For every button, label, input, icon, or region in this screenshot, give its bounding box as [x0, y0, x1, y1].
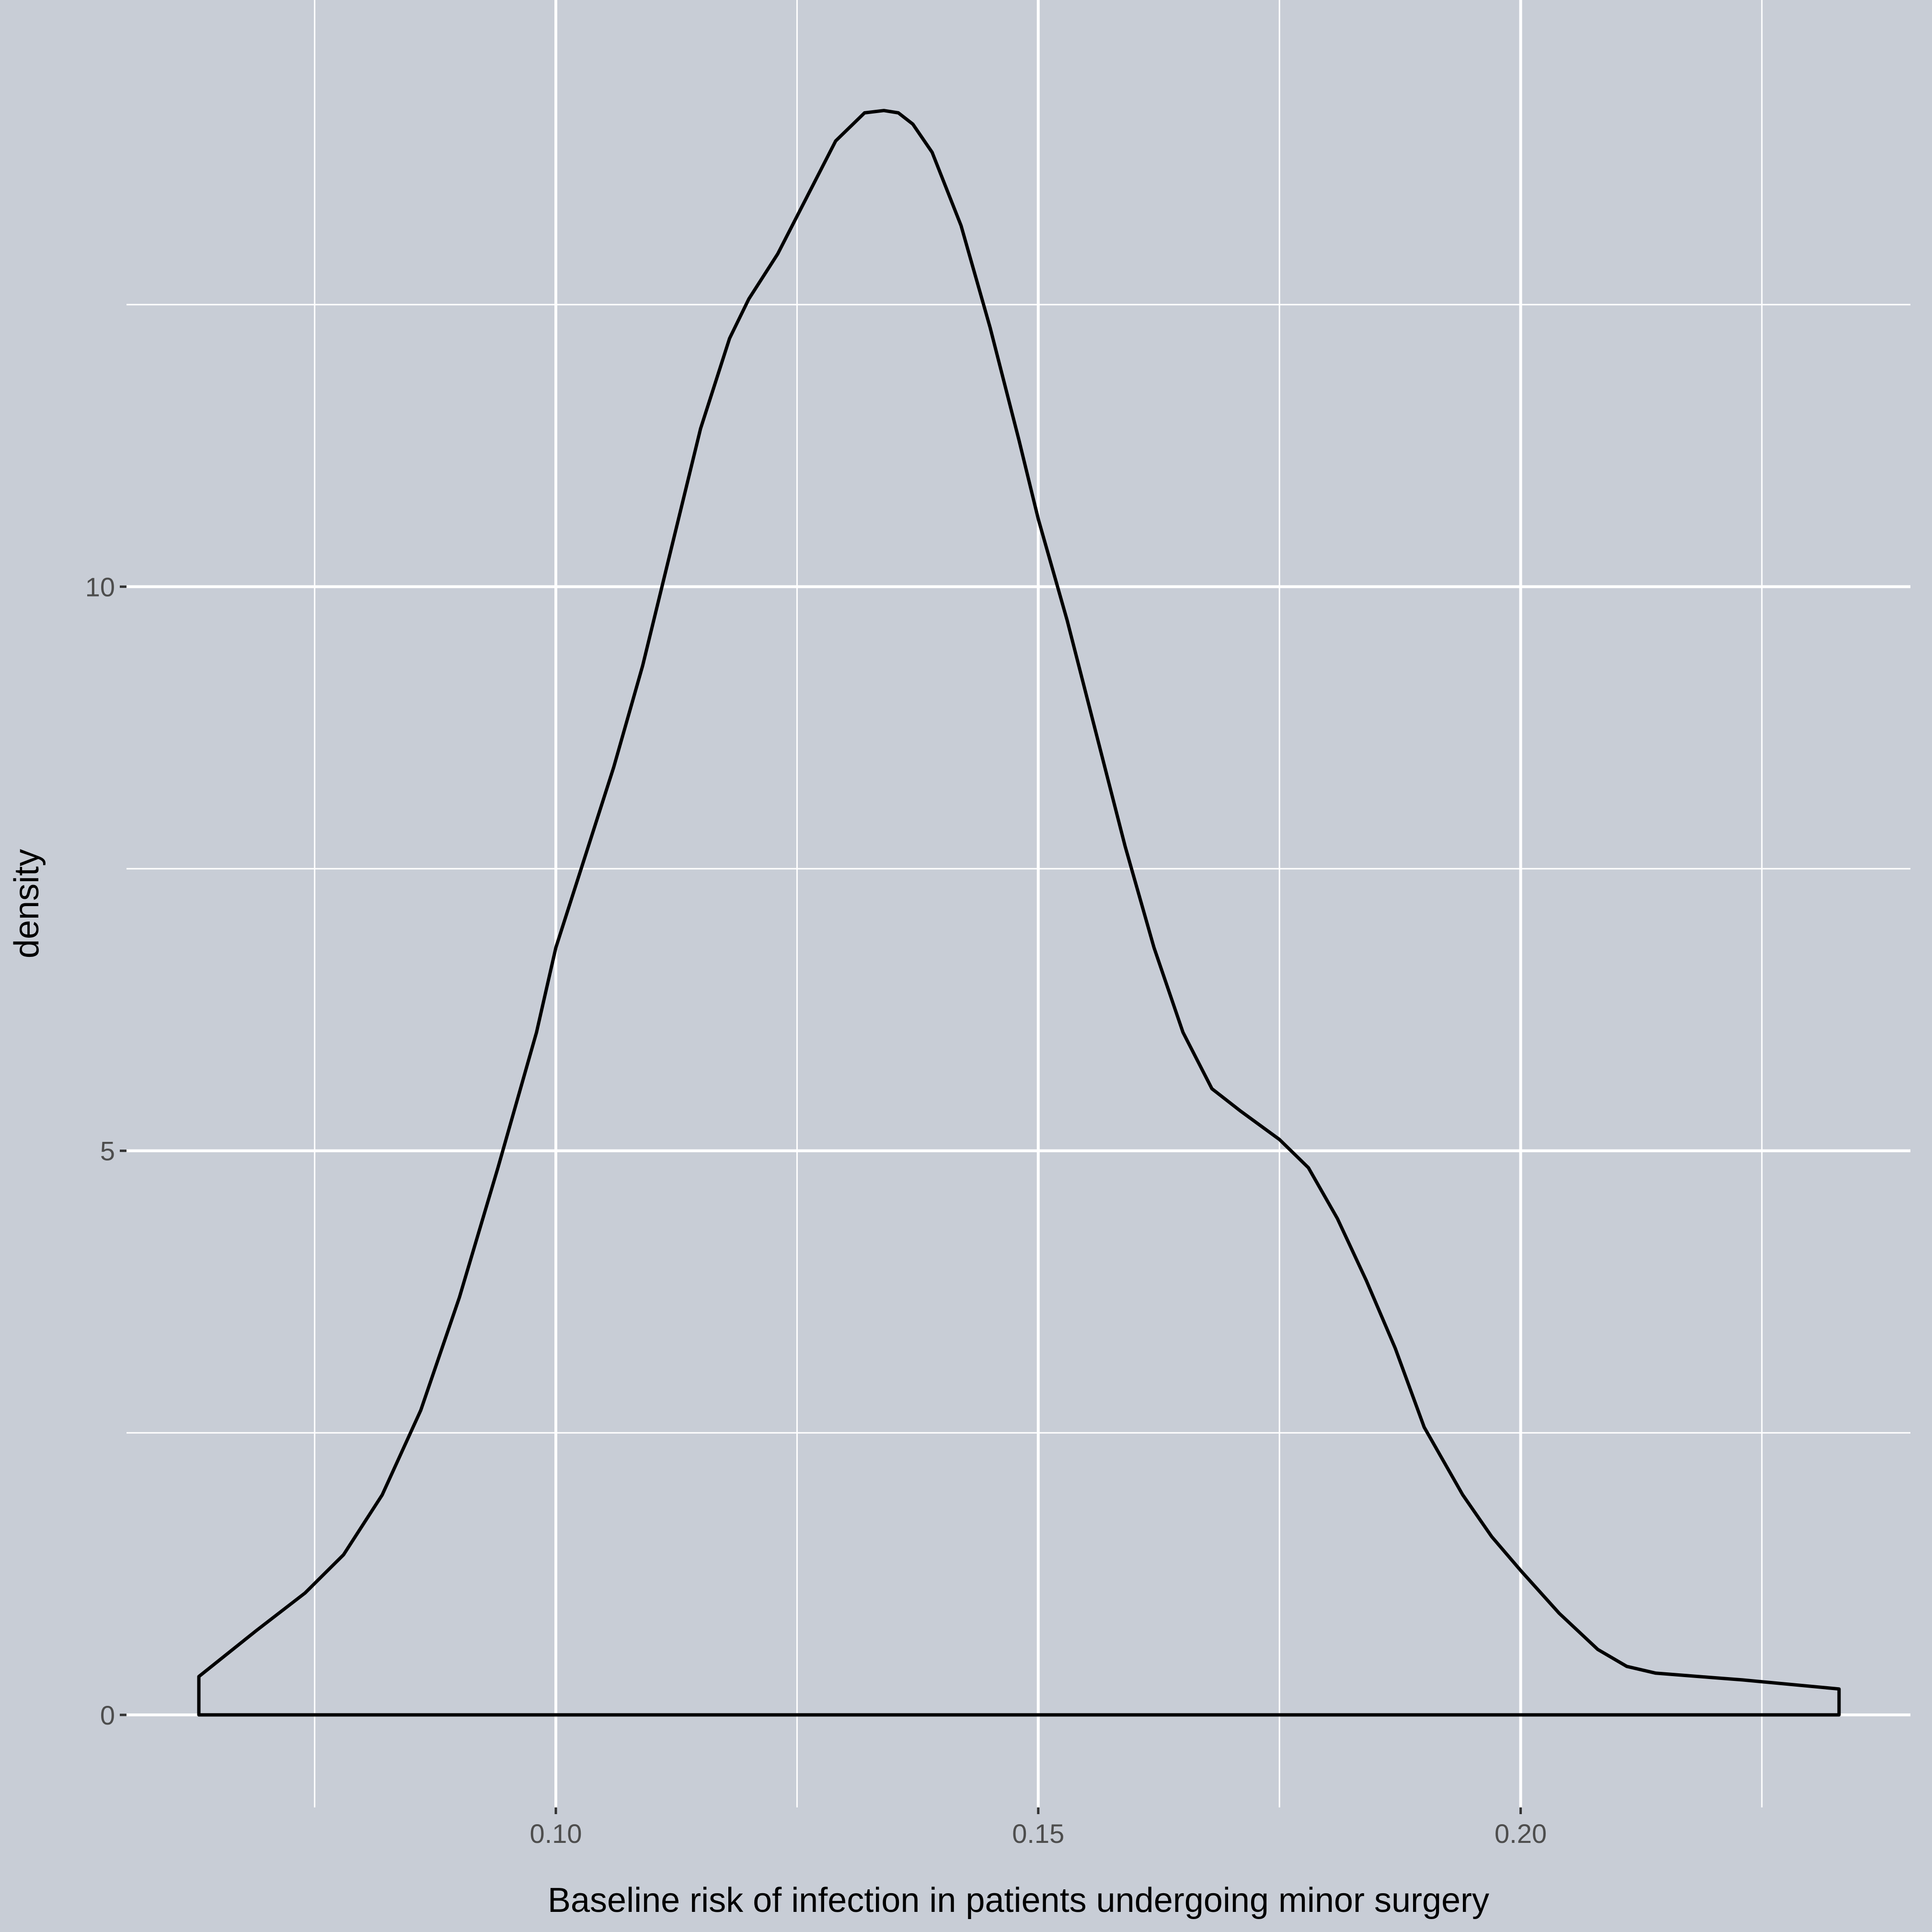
plot-background: [126, 0, 1910, 1807]
x-tick-label: 0.10: [530, 1818, 582, 1849]
y-tick-label: 5: [100, 1136, 115, 1166]
x-axis-title: Baseline risk of infection in patients u…: [548, 1881, 1489, 1920]
density-curve: [197, 109, 1841, 1717]
x-tick-label: 0.15: [1012, 1818, 1064, 1849]
density-layer: [197, 109, 1841, 1717]
x-tick-label: 0.20: [1495, 1818, 1547, 1849]
grid-lines: [126, 0, 1910, 1807]
y-axis-title: density: [8, 849, 46, 958]
axes: 0.10 0.15 0.20 0 5 10: [85, 572, 1547, 1849]
y-tick-label: 0: [100, 1700, 115, 1730]
y-tick-label: 10: [85, 572, 115, 602]
